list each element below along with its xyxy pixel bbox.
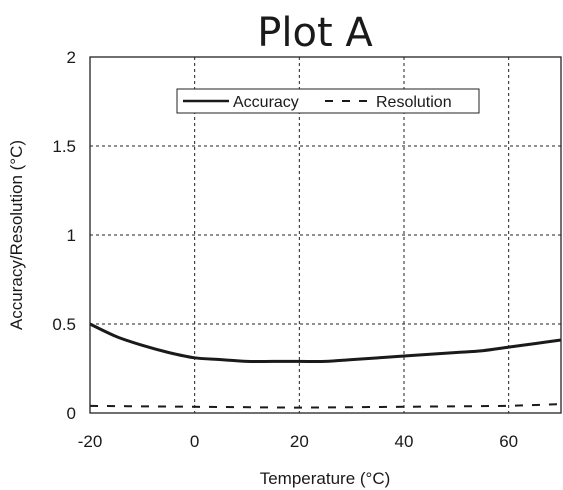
y-tick-label: 0.5 <box>52 315 76 334</box>
x-tick-label: 0 <box>190 432 199 451</box>
series-line-resolution <box>89 403 562 409</box>
y-tick-label: 0 <box>67 404 76 423</box>
x-axis-label: Temperature (°C) <box>260 469 391 488</box>
legend-accuracy-label: Accuracy <box>233 94 299 111</box>
x-tick-label: 60 <box>499 432 518 451</box>
legend: Accuracy Resolution <box>176 88 480 114</box>
x-tick-label: 20 <box>290 432 309 451</box>
x-tick-label: 40 <box>395 432 414 451</box>
plot-frame <box>89 56 562 414</box>
y-tick-label: 1.5 <box>52 137 76 156</box>
legend-resolution-label: Resolution <box>376 94 452 111</box>
series-line-accuracy <box>89 322 562 364</box>
y-tick-label: 1 <box>67 226 76 245</box>
x-tick-label: -20 <box>78 432 103 451</box>
series-group <box>89 322 562 409</box>
y-tick-labels: 0 0.5 1 1.5 2 <box>52 48 76 423</box>
y-tick-label: 2 <box>67 48 76 67</box>
y-axis-label: Accuracy/Resolution (°C) <box>7 140 26 330</box>
chart-title: Plot A <box>257 10 373 56</box>
x-tick-labels: -20 0 20 40 60 <box>78 432 518 451</box>
